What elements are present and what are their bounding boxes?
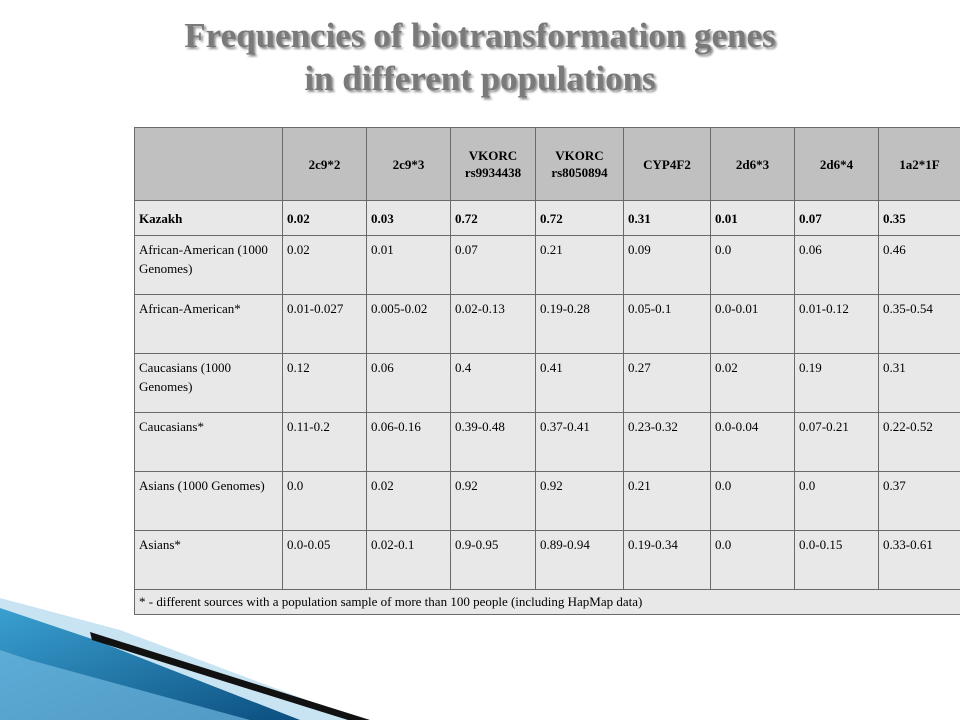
- title-line-1: Frequencies of biotransformation genes: [184, 16, 776, 55]
- table-cell: 0.92: [450, 471, 536, 531]
- table-cell: 0.27: [623, 353, 711, 413]
- table-cell: 0.0: [794, 471, 879, 531]
- table-row: Caucasians (1000 Genomes) 0.12 0.06 0.4 …: [134, 353, 960, 413]
- table-cell: 0.33-0.61: [878, 530, 960, 590]
- table-cell: 0.9-0.95: [450, 530, 536, 590]
- table-cell: 0.07: [794, 200, 879, 236]
- table-cell: 0.03: [366, 200, 451, 236]
- table-footnote-row: * - different sources with a population …: [134, 589, 960, 615]
- table-header-row: 2c9*2 2c9*3 VKORC rs9934438 VKORC rs8050…: [134, 127, 960, 201]
- table-cell: 0.21: [623, 471, 711, 531]
- table-row: African-American (1000 Genomes) 0.02 0.0…: [134, 235, 960, 295]
- table-cell: 0.0: [710, 471, 795, 531]
- header-cell: 2c9*3: [366, 127, 451, 201]
- header-cell-population: [134, 127, 283, 201]
- slide-title: Frequencies of biotransformation genes i…: [0, 14, 960, 100]
- table-cell: 0.19: [794, 353, 879, 413]
- table-cell: 0.41: [535, 353, 624, 413]
- table-cell: 0.37: [878, 471, 960, 531]
- title-line-2: in different populations: [304, 59, 656, 98]
- table-row: Asians (1000 Genomes) 0.0 0.02 0.92 0.92…: [134, 471, 960, 531]
- table-cell: 0.4: [450, 353, 536, 413]
- table-cell: 0.72: [535, 200, 624, 236]
- table-row: Asians* 0.0-0.05 0.02-0.1 0.9-0.95 0.89-…: [134, 530, 960, 590]
- row-label: Kazakh: [134, 200, 283, 236]
- table-cell: 0.07: [450, 235, 536, 295]
- table-cell: 0.31: [623, 200, 711, 236]
- table-cell: 0.06: [794, 235, 879, 295]
- table-cell: 0.11-0.2: [282, 412, 367, 472]
- table-cell: 0.06: [366, 353, 451, 413]
- table-cell: 0.19-0.34: [623, 530, 711, 590]
- table-cell: 0.35-0.54: [878, 294, 960, 354]
- table-cell: 0.01: [366, 235, 451, 295]
- table-cell: 0.19-0.28: [535, 294, 624, 354]
- table-cell: 0.12: [282, 353, 367, 413]
- header-cell: 2c9*2: [282, 127, 367, 201]
- table-cell: 0.22-0.52: [878, 412, 960, 472]
- table-cell: 0.01-0.12: [794, 294, 879, 354]
- table-cell: 0.0: [710, 530, 795, 590]
- header-cell: VKORC rs9934438: [450, 127, 536, 201]
- table-cell: 0.21: [535, 235, 624, 295]
- row-label: Caucasians*: [134, 412, 283, 472]
- mid-blue-swoosh: [0, 650, 250, 720]
- table-cell: 0.02-0.1: [366, 530, 451, 590]
- table-cell: 0.02: [282, 200, 367, 236]
- table-cell: 0.01: [710, 200, 795, 236]
- header-cell: CYP4F2: [623, 127, 711, 201]
- light-blue-swoosh: [0, 598, 360, 720]
- table-cell: 0.0-0.01: [710, 294, 795, 354]
- table-cell: 0.23-0.32: [623, 412, 711, 472]
- header-cell: 2d6*4: [794, 127, 879, 201]
- row-label: African-American (1000 Genomes): [134, 235, 283, 295]
- table-cell: 0.35: [878, 200, 960, 236]
- table-cell: 0.06-0.16: [366, 412, 451, 472]
- table-cell: 0.07-0.21: [794, 412, 879, 472]
- table-row: Caucasians* 0.11-0.2 0.06-0.16 0.39-0.48…: [134, 412, 960, 472]
- row-label: Asians*: [134, 530, 283, 590]
- table-cell: 0.09: [623, 235, 711, 295]
- table-cell: 0.72: [450, 200, 536, 236]
- header-cell: VKORC rs8050894: [535, 127, 624, 201]
- table-cell: 0.02: [366, 471, 451, 531]
- row-label: Caucasians (1000 Genomes): [134, 353, 283, 413]
- row-label: African-American*: [134, 294, 283, 354]
- table-cell: 0.0-0.04: [710, 412, 795, 472]
- frequency-table: 2c9*2 2c9*3 VKORC rs9934438 VKORC rs8050…: [134, 127, 960, 615]
- table-cell: 0.37-0.41: [535, 412, 624, 472]
- table-cell: 0.005-0.02: [366, 294, 451, 354]
- table-row: African-American* 0.01-0.027 0.005-0.02 …: [134, 294, 960, 354]
- table-cell: 0.02: [710, 353, 795, 413]
- row-label: Asians (1000 Genomes): [134, 471, 283, 531]
- header-cell: 2d6*3: [710, 127, 795, 201]
- table-cell: 0.05-0.1: [623, 294, 711, 354]
- table-cell: 0.0: [710, 235, 795, 295]
- table-cell: 0.31: [878, 353, 960, 413]
- table-cell: 0.02-0.13: [450, 294, 536, 354]
- table-cell: 0.89-0.94: [535, 530, 624, 590]
- blue-swoosh: [0, 608, 300, 720]
- footnote: * - different sources with a population …: [134, 589, 960, 615]
- table-row: Kazakh 0.02 0.03 0.72 0.72 0.31 0.01 0.0…: [134, 200, 960, 236]
- table-cell: 0.39-0.48: [450, 412, 536, 472]
- table-cell: 0.92: [535, 471, 624, 531]
- table-cell: 0.0-0.15: [794, 530, 879, 590]
- table-cell: 0.01-0.027: [282, 294, 367, 354]
- table-cell: 0.0-0.05: [282, 530, 367, 590]
- black-swoosh-stroke: [90, 632, 370, 720]
- header-cell: 1a2*1F: [878, 127, 960, 201]
- table-cell: 0.0: [282, 471, 367, 531]
- table-cell: 0.02: [282, 235, 367, 295]
- table-cell: 0.46: [878, 235, 960, 295]
